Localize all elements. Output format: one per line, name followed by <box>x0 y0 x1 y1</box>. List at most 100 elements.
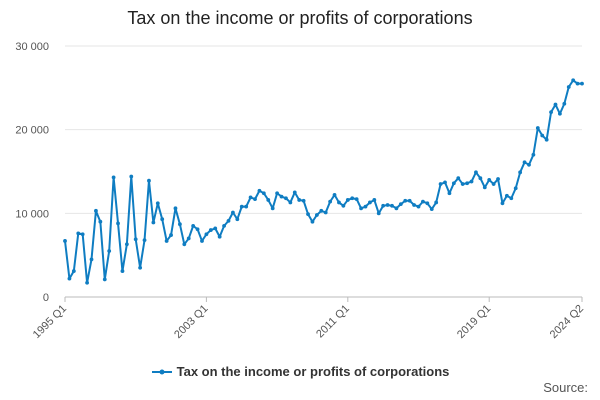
data-point[interactable] <box>191 223 196 228</box>
data-point[interactable] <box>504 193 509 198</box>
data-point[interactable] <box>549 110 553 114</box>
data-point[interactable] <box>394 206 399 211</box>
data-point[interactable] <box>270 206 275 211</box>
data-point[interactable] <box>319 208 324 213</box>
data-point[interactable] <box>363 204 368 209</box>
data-point[interactable] <box>328 199 333 204</box>
data-point[interactable] <box>376 211 381 216</box>
data-point[interactable] <box>275 191 280 196</box>
data-point[interactable] <box>354 197 359 202</box>
data-point[interactable] <box>111 175 116 180</box>
data-point[interactable] <box>284 196 288 201</box>
data-point[interactable] <box>566 85 571 89</box>
data-point[interactable] <box>496 177 500 181</box>
data-point[interactable] <box>456 176 461 181</box>
data-point[interactable] <box>98 219 103 224</box>
data-point[interactable] <box>257 188 262 193</box>
data-point[interactable] <box>443 180 447 185</box>
data-point[interactable] <box>416 204 421 209</box>
data-point[interactable] <box>204 232 209 237</box>
data-point[interactable] <box>213 226 218 231</box>
data-point[interactable] <box>429 207 434 212</box>
data-point[interactable] <box>235 217 240 222</box>
data-point[interactable] <box>261 191 266 196</box>
data-point[interactable] <box>500 201 505 206</box>
data-point[interactable] <box>544 137 549 142</box>
data-point[interactable] <box>323 210 328 215</box>
data-point[interactable] <box>67 276 72 281</box>
data-point[interactable] <box>403 198 408 203</box>
data-point[interactable] <box>425 201 430 206</box>
data-point[interactable] <box>398 202 403 207</box>
data-point[interactable] <box>385 203 390 207</box>
data-point[interactable] <box>147 178 151 183</box>
data-point[interactable] <box>301 198 306 203</box>
data-point[interactable] <box>288 200 293 205</box>
data-point[interactable] <box>120 269 125 273</box>
data-point[interactable] <box>253 197 257 202</box>
data-point[interactable] <box>102 277 107 282</box>
data-point[interactable] <box>350 196 355 201</box>
legend[interactable]: Tax on the income or profits of corporat… <box>0 364 600 379</box>
data-point[interactable] <box>553 102 558 107</box>
data-point[interactable] <box>562 101 567 106</box>
data-point[interactable] <box>518 170 523 175</box>
data-point[interactable] <box>76 231 81 236</box>
data-point[interactable] <box>535 126 540 130</box>
data-point[interactable] <box>195 227 200 232</box>
data-point[interactable] <box>217 234 222 239</box>
data-point[interactable] <box>151 220 156 225</box>
data-point[interactable] <box>337 200 341 205</box>
data-point[interactable] <box>222 223 226 228</box>
data-point[interactable] <box>248 195 253 200</box>
data-point[interactable] <box>297 198 302 202</box>
data-point[interactable] <box>89 257 94 262</box>
data-point[interactable] <box>133 237 138 242</box>
data-point[interactable] <box>390 203 394 208</box>
data-point[interactable] <box>367 200 372 205</box>
data-point[interactable] <box>513 186 518 191</box>
data-point[interactable] <box>447 191 452 196</box>
data-point[interactable] <box>421 199 425 204</box>
data-point[interactable] <box>142 238 147 243</box>
data-point[interactable] <box>63 239 67 243</box>
data-point[interactable] <box>438 182 443 186</box>
data-point[interactable] <box>164 239 169 243</box>
data-point[interactable] <box>372 198 377 202</box>
data-point[interactable] <box>306 212 310 217</box>
data-point[interactable] <box>558 111 562 116</box>
data-point[interactable] <box>231 210 235 215</box>
data-point[interactable] <box>381 203 386 208</box>
data-point[interactable] <box>94 208 98 213</box>
data-point[interactable] <box>345 198 350 202</box>
data-point[interactable] <box>129 174 134 179</box>
data-point[interactable] <box>575 81 580 86</box>
data-point[interactable] <box>124 242 129 247</box>
data-point[interactable] <box>85 280 89 285</box>
data-point[interactable] <box>434 200 439 205</box>
data-point[interactable] <box>177 222 182 227</box>
data-point[interactable] <box>173 206 178 211</box>
data-point[interactable] <box>478 176 483 181</box>
data-point[interactable] <box>509 196 514 201</box>
data-point[interactable] <box>138 265 143 270</box>
data-point[interactable] <box>527 162 531 167</box>
data-point[interactable] <box>186 236 191 241</box>
data-point[interactable] <box>169 233 173 237</box>
data-point[interactable] <box>310 219 315 224</box>
data-point[interactable] <box>460 182 465 186</box>
data-point[interactable] <box>451 181 456 186</box>
data-point[interactable] <box>80 232 85 237</box>
data-point[interactable] <box>182 242 187 247</box>
data-point[interactable] <box>359 206 363 211</box>
data-point[interactable] <box>341 203 346 208</box>
data-point[interactable] <box>407 198 412 203</box>
data-point[interactable] <box>208 228 213 232</box>
data-point[interactable] <box>474 170 478 175</box>
data-point[interactable] <box>244 204 249 209</box>
data-point[interactable] <box>332 193 337 197</box>
data-point[interactable] <box>465 181 470 186</box>
data-point[interactable] <box>200 239 204 243</box>
data-point[interactable] <box>487 177 492 182</box>
data-point[interactable] <box>522 160 527 165</box>
